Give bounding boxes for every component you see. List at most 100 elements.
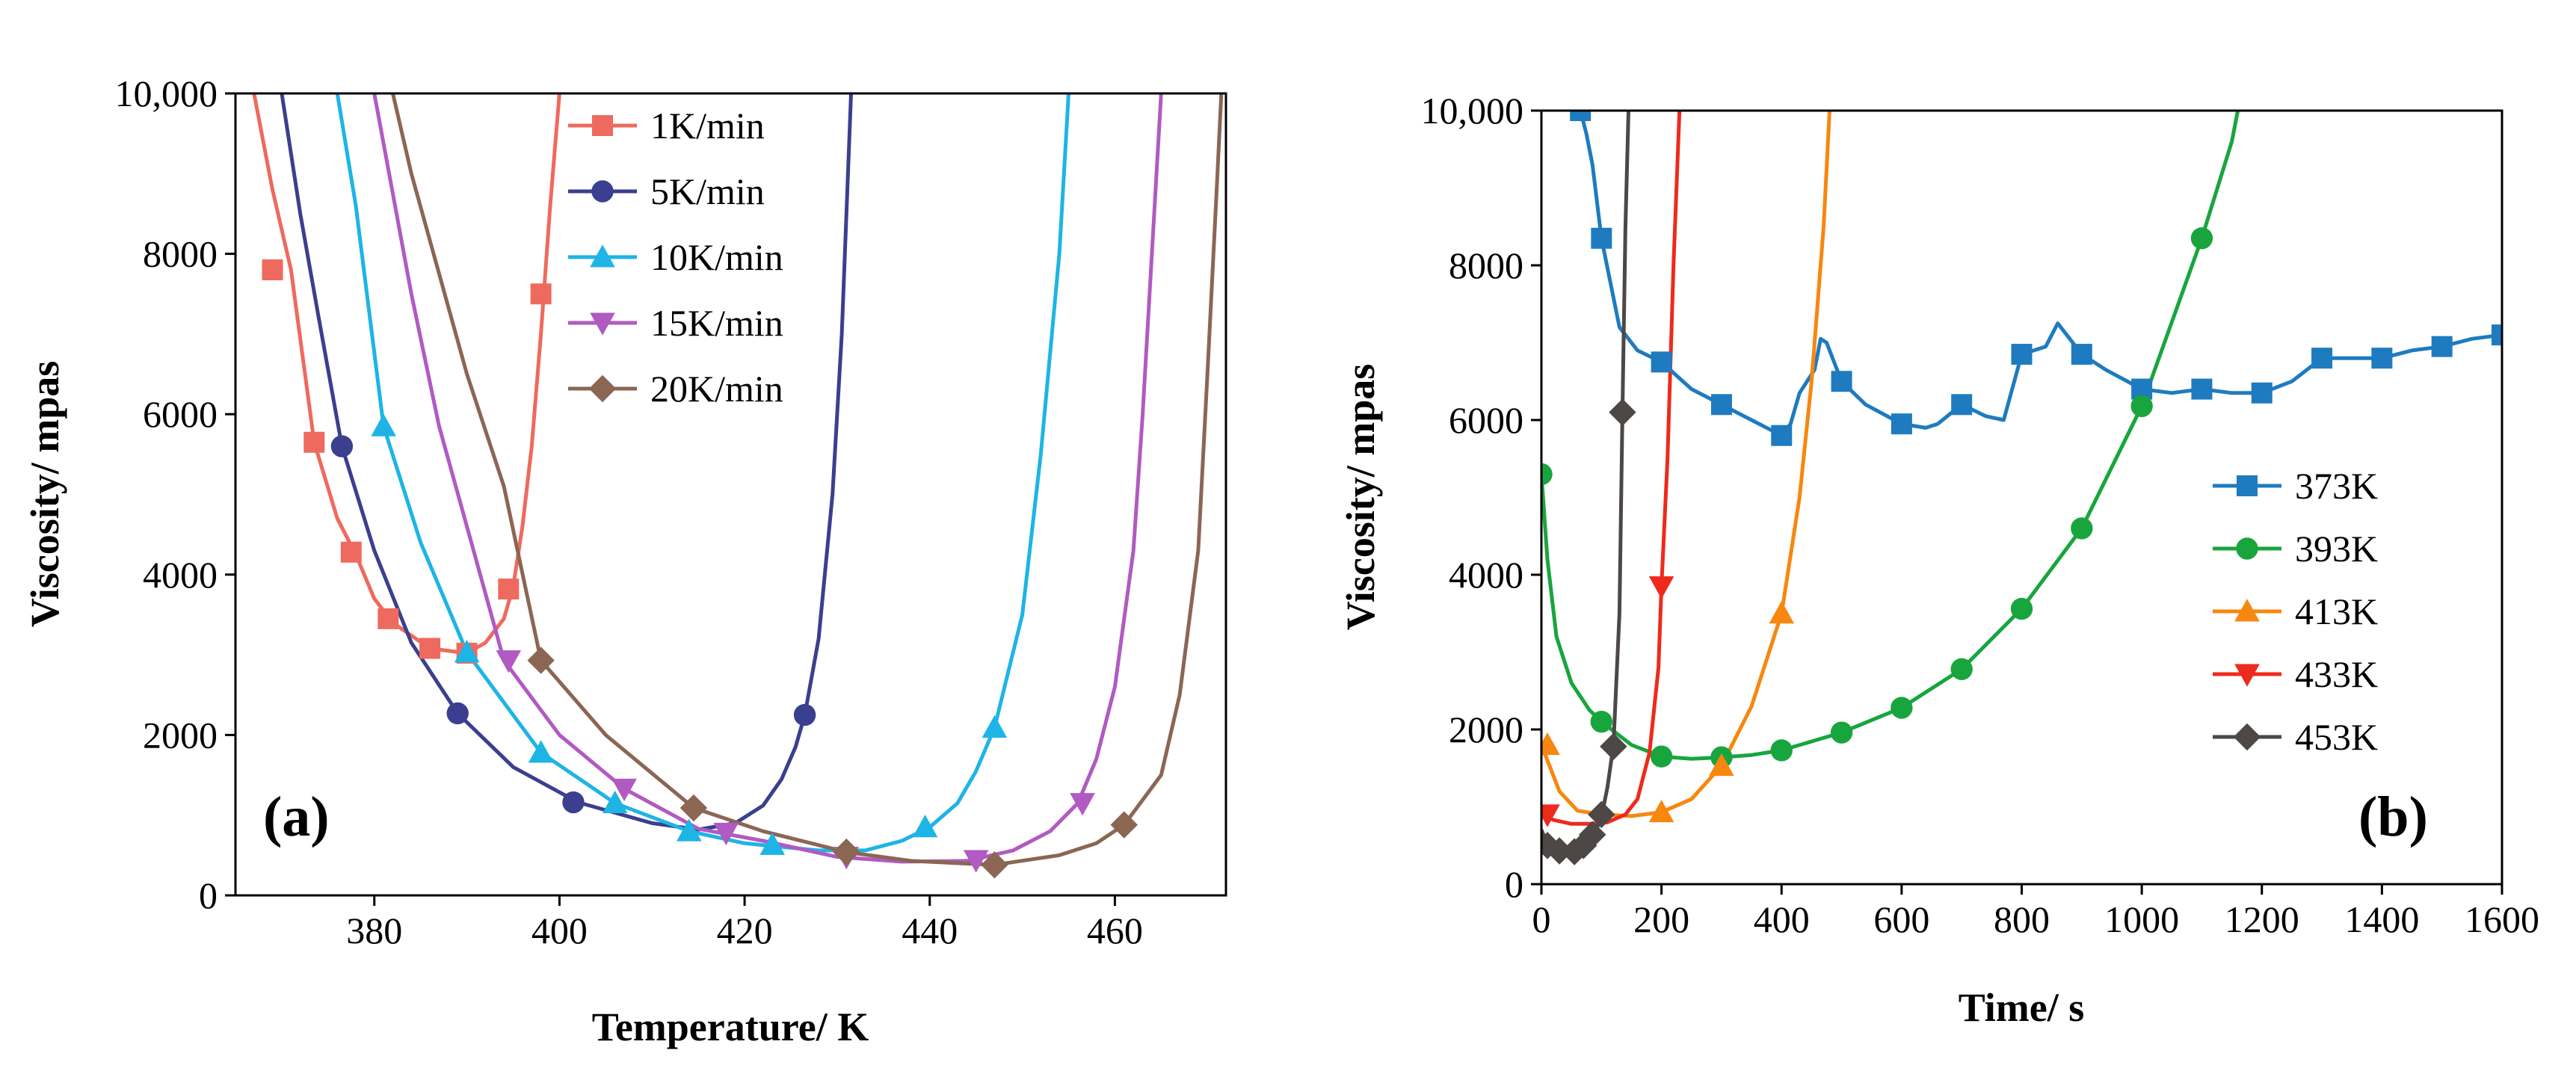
panel-b-legend-marker-373K <box>2237 475 2258 496</box>
panel-b-x-tick-label: 200 <box>1633 898 1689 940</box>
panel-a-data-point-10K/min <box>371 413 396 436</box>
panel-b-data-point-373K <box>1651 351 1672 373</box>
panel-b-series-line-393K <box>1541 111 2240 761</box>
panel-a-legend-marker-20K/min <box>588 374 617 403</box>
panel-b-y-tick-label: 6000 <box>1449 399 1523 441</box>
panel-b-data-point-393K <box>1590 710 1613 733</box>
panel-b-y-tick-label: 2000 <box>1449 709 1523 750</box>
panel-a-x-tick-label: 400 <box>531 910 588 951</box>
panel-b-data-point-453K <box>1600 732 1627 760</box>
panel-a-data-point-5K/min <box>330 435 354 457</box>
panel-b-data-point-373K <box>2371 348 2393 369</box>
panel-b-data-point-373K <box>2191 378 2213 400</box>
panel-a-data-point-1K/min <box>498 578 520 600</box>
panel-a-data-point-15K/min <box>1070 793 1095 816</box>
panel-b-x-tick-label: 600 <box>1873 898 1929 940</box>
panel-a-x-tick-label: 460 <box>1087 910 1143 951</box>
panel-a-legend: 1K/min 5K/min 10K/min 15K/min 20K/min <box>568 105 783 410</box>
panel-b-legend-label: 453K <box>2295 716 2378 758</box>
panel-b-data-point-433K <box>1541 804 1560 827</box>
panel-a-x-axis-label: Temperature/ K <box>592 1004 869 1049</box>
panel-b-data-point-393K <box>1830 721 1853 744</box>
panel-b-data-point-393K <box>1770 739 1793 762</box>
panel-b-data-point-413K <box>1541 732 1560 756</box>
panel-b-legend-label: 393K <box>2295 528 2378 570</box>
panel-b-data-point-453K <box>1560 838 1589 865</box>
panel-b-x-tick-label: 0 <box>1532 898 1551 940</box>
panel-b-data-point-413K <box>1769 600 1795 624</box>
panel-a-data-point-10K/min <box>676 818 702 842</box>
panel-a-data-point-5K/min <box>793 703 816 726</box>
panel-a-data-point-1K/min <box>419 638 441 659</box>
panel-b-data-point-393K <box>2130 395 2153 418</box>
panel-b: 0 200 400 600 800 1000 1200 1400 1600 0 2000 4000 60… <box>1338 90 2539 1030</box>
panel-b-data-point-413K <box>1709 753 1734 777</box>
panel-a-series-line-5K/min <box>280 93 853 832</box>
panel-b-y-tick-label: 4000 <box>1449 554 1523 596</box>
panel-b-data-point-453K <box>1545 837 1574 865</box>
panel-a-plot-frame <box>234 92 1227 897</box>
panel-b-data-point-393K <box>1650 745 1673 768</box>
panel-a-data-point-10K/min <box>759 832 786 855</box>
panel-b-legend-marker-453K <box>2233 723 2261 751</box>
panel-a-data-point-1K/min <box>530 283 552 305</box>
panel-b-data-point-373K <box>2071 344 2092 365</box>
panel-b-data-point-373K <box>2011 344 2033 365</box>
panel-b-series-line-433K <box>1541 111 1682 826</box>
panel-a-y-tick-label: 8000 <box>143 233 218 275</box>
panel-a-legend-label: 10K/min <box>650 236 783 278</box>
panel-a-data-point-10K/min <box>982 715 1008 738</box>
panel-b-x-tick-label: 800 <box>1994 898 2050 940</box>
panel-b-x-tick-label: 1000 <box>2104 898 2179 940</box>
panel-a-data-point-10K/min <box>528 740 554 763</box>
panel-a-y-tick-label: 10,000 <box>115 72 218 114</box>
panel-b-y-axis-label: Viscosity/ mpas <box>1338 364 1383 631</box>
panel-a-legend-marker-15K/min <box>590 312 615 336</box>
panel-b-data-point-373K <box>2492 324 2502 346</box>
panel-a: 380 400 420 440 460 0 2000 4000 6000 8000 10,000 1… <box>22 72 1227 1049</box>
panel-b-data-point-373K <box>1591 227 1612 249</box>
panel-a-legend-label: 1K/min <box>650 105 765 146</box>
panel-a-series-line-20K/min <box>391 93 1224 867</box>
panel-b-y-tick-label: 8000 <box>1449 244 1523 286</box>
panel-a-data-point-15K/min <box>963 850 989 873</box>
panel-a-data-point-1K/min <box>262 259 283 281</box>
panel-b-data-point-373K <box>1831 371 1852 392</box>
panel-b-series-line-413K <box>1541 111 1831 818</box>
panel-b-series-line-373K <box>1578 111 2502 438</box>
panel-b-data-point-393K <box>2190 227 2213 250</box>
panel-b-data-point-393K <box>1950 658 1973 680</box>
panel-b-data-point-453K <box>1588 800 1615 829</box>
panel-b-data-point-433K <box>1648 576 1674 599</box>
panel-b-x-tick-label: 1200 <box>2225 898 2299 940</box>
panel-b-x-tick-label: 1400 <box>2344 898 2419 940</box>
panel-b-legend-marker-393K <box>2236 537 2258 560</box>
panel-b-data-point-453K <box>1609 398 1636 426</box>
panel-b-data-point-373K <box>1891 413 1912 435</box>
panel-a-data-point-10K/min <box>602 790 628 814</box>
panel-b-legend-label: 433K <box>2295 653 2378 695</box>
panel-b-data-point-393K <box>2071 517 2093 540</box>
panel-b-data-point-373K <box>1951 394 1973 416</box>
panel-a-legend-label: 20K/min <box>650 368 783 410</box>
panel-b-y-tick-label: 0 <box>1505 863 1523 905</box>
panel-a-data-point-20K/min <box>680 794 708 822</box>
panel-a-data-point-10K/min <box>912 814 938 838</box>
panel-a-data-point-20K/min <box>981 851 1008 879</box>
panel-b-data-point-373K <box>2311 348 2333 369</box>
panel-a-legend-marker-1K/min <box>592 115 613 136</box>
panel-b-data-point-373K <box>1771 425 1793 446</box>
panel-b-data-point-373K <box>2251 382 2273 404</box>
panel-a-y-axis-label: Viscosity/ mpas <box>22 361 67 628</box>
panel-a-data-point-1K/min <box>303 431 325 453</box>
panel-a-data-point-10K/min <box>454 640 480 663</box>
panel-b-label: (b) <box>2358 786 2428 848</box>
panel-b-data-point-373K <box>2431 336 2453 357</box>
panel-a-series-line-15K/min <box>372 93 1163 864</box>
panel-b-data-point-393K <box>2010 597 2033 620</box>
panel-a-data-point-5K/min <box>446 702 469 725</box>
panel-b-data-point-453K <box>1570 832 1597 859</box>
panel-b-data-point-373K <box>1710 394 1732 416</box>
panel-b-data-point-373K <box>1570 111 1591 121</box>
